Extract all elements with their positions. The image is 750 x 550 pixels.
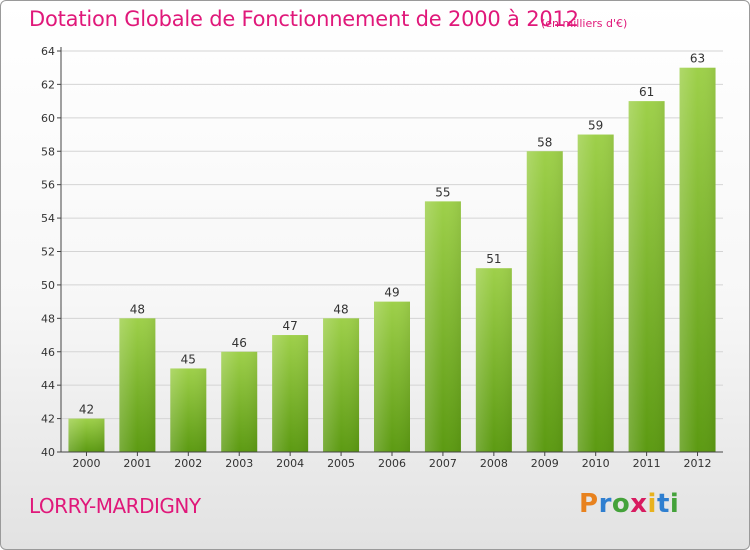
- x-tick-label: 2007: [429, 457, 457, 470]
- logo-letter: x: [630, 489, 648, 519]
- y-tick-label: 48: [41, 312, 55, 325]
- axes: 40 42 44 46 48 50 52 54 56 58 60 62 64: [41, 45, 723, 459]
- bar-shine: [68, 418, 105, 452]
- y-tick-label: 62: [41, 78, 55, 91]
- x-tick-label: 2012: [684, 457, 712, 470]
- chart-unit: (en milliers d'€): [541, 17, 628, 30]
- data-label: 48: [333, 302, 348, 316]
- bar-shine: [424, 201, 461, 452]
- data-label: 51: [486, 252, 501, 266]
- y-tick-label: 42: [41, 413, 55, 426]
- data-label: 58: [537, 135, 552, 149]
- x-tick-label: 2011: [633, 457, 661, 470]
- bar-shine: [374, 301, 410, 452]
- y-tick-label: 44: [41, 379, 55, 392]
- data-label: 45: [181, 352, 196, 366]
- data-label: 46: [232, 336, 247, 350]
- x-tick-label: 2006: [378, 457, 406, 470]
- labels: 42 2000 48 2001 45 2002 46 2003 47 2004 48 2005 49 20…: [72, 52, 711, 470]
- bar-shine: [628, 101, 665, 452]
- logo-letter: o: [611, 489, 631, 519]
- x-tick-label: 2004: [276, 457, 304, 470]
- y-tick-label: 46: [41, 346, 55, 359]
- data-label: 47: [283, 319, 298, 333]
- logo-letter: i: [669, 489, 680, 519]
- data-label: 63: [690, 52, 705, 66]
- x-tick-label: 2010: [582, 457, 610, 470]
- y-tick-label: 60: [41, 112, 55, 125]
- bar-shine: [679, 67, 716, 452]
- data-label: 61: [639, 85, 654, 99]
- commune-name: LORRY-MARDIGNY: [29, 494, 201, 518]
- data-label: 59: [588, 119, 603, 133]
- chart-title: Dotation Globale de Fonctionnement de 20…: [29, 7, 579, 31]
- x-tick-label: 2003: [225, 457, 253, 470]
- logo-letter: i: [647, 489, 657, 519]
- data-label: 55: [435, 185, 450, 199]
- data-label: 48: [130, 302, 145, 316]
- x-tick-label: 2009: [531, 457, 559, 470]
- bar-shine: [119, 318, 156, 452]
- logo-letter: P: [579, 489, 599, 519]
- proxiti-logo: Proxiti: [579, 489, 679, 519]
- bar-shine: [221, 351, 258, 452]
- bar-shine: [323, 318, 360, 452]
- y-tick-label: 56: [41, 179, 55, 192]
- x-tick-label: 2008: [480, 457, 508, 470]
- bar-shine: [577, 134, 614, 452]
- bar-shine: [170, 368, 207, 452]
- logo-letter: r: [598, 489, 612, 519]
- y-tick-label: 52: [41, 246, 55, 259]
- y-tick-label: 40: [41, 446, 55, 459]
- y-tick-label: 54: [41, 212, 55, 225]
- data-label: 42: [79, 403, 94, 417]
- bar-shine: [475, 268, 512, 452]
- x-tick-label: 2000: [72, 457, 100, 470]
- logo-letter: t: [656, 489, 670, 519]
- bar-shine: [526, 151, 563, 452]
- x-tick-label: 2002: [174, 457, 202, 470]
- bars: [68, 67, 716, 452]
- x-tick-label: 2005: [327, 457, 355, 470]
- y-tick-label: 64: [41, 45, 55, 58]
- y-tick-label: 50: [41, 279, 55, 292]
- data-label: 49: [384, 286, 399, 300]
- y-tick-label: 58: [41, 145, 55, 158]
- bar-shine: [272, 335, 309, 452]
- x-tick-label: 2001: [123, 457, 151, 470]
